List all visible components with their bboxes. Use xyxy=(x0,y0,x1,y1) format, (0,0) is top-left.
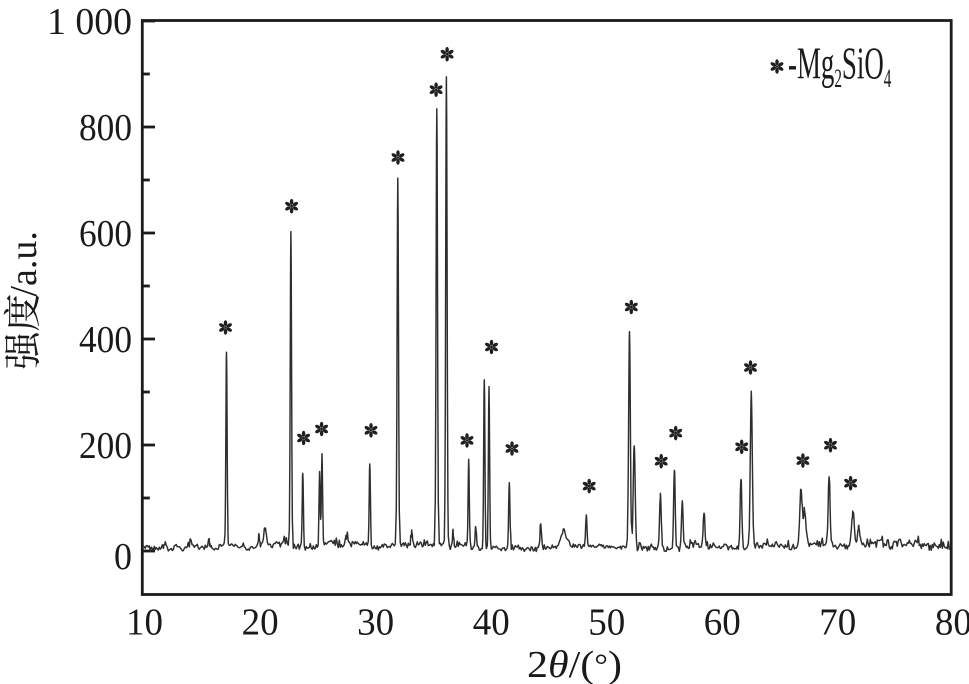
svg-text:1 000: 1 000 xyxy=(47,1,132,43)
svg-text:/a.u.: /a.u. xyxy=(3,231,45,296)
svg-text:60: 60 xyxy=(704,602,741,644)
svg-text:80: 80 xyxy=(935,602,969,644)
svg-text:2θ/(°): 2θ/(°) xyxy=(527,644,622,684)
svg-text:400: 400 xyxy=(79,319,132,361)
svg-text:40: 40 xyxy=(473,602,510,644)
svg-text:20: 20 xyxy=(242,602,279,644)
svg-text:70: 70 xyxy=(819,602,856,644)
svg-text:30: 30 xyxy=(357,602,394,644)
svg-text:0: 0 xyxy=(114,536,132,578)
svg-text:10: 10 xyxy=(126,602,163,644)
svg-text:50: 50 xyxy=(588,602,625,644)
svg-text:600: 600 xyxy=(79,213,132,255)
svg-text:200: 200 xyxy=(79,425,132,467)
svg-text:800: 800 xyxy=(79,107,132,149)
